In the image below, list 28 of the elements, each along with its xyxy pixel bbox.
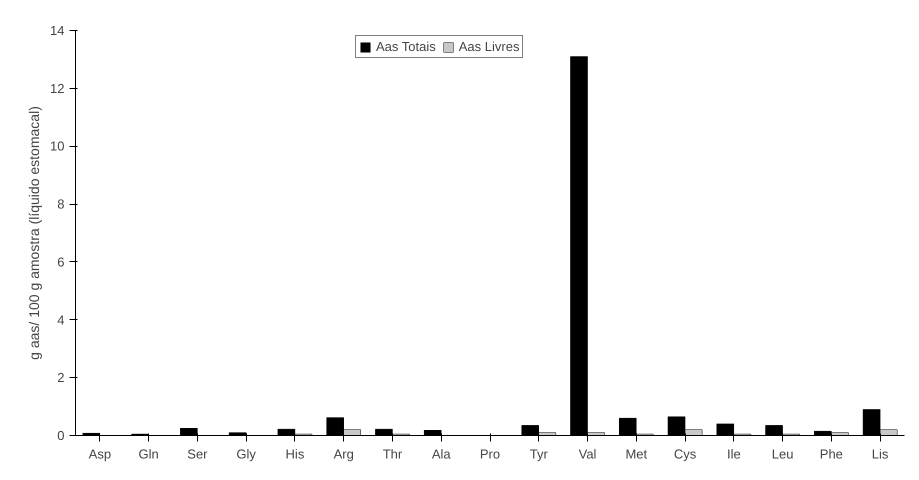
y-tick-label: 14 xyxy=(50,23,65,38)
x-tick-label: Leu xyxy=(772,446,794,462)
y-tick-label: 4 xyxy=(57,312,65,328)
x-tick-label: His xyxy=(286,446,305,462)
x-tick-label: Thr xyxy=(382,446,403,462)
x-tick-label: Ser xyxy=(187,446,208,462)
y-tick-label: 6 xyxy=(57,254,65,270)
x-tick-label: Lis xyxy=(872,446,889,462)
x-tick-label: Arg xyxy=(334,446,354,462)
x-tick-label: Ala xyxy=(432,446,452,462)
x-tick-label: Val xyxy=(578,446,597,462)
legend-label: Aas Livres xyxy=(458,39,520,54)
y-tick-label: 10 xyxy=(50,138,65,154)
x-tick-label: Cys xyxy=(674,446,697,462)
y-tick-label: 12 xyxy=(50,80,65,96)
x-tick-label: Ile xyxy=(726,446,741,462)
legend-label: Aas Totais xyxy=(376,39,436,54)
y-tick-label: 8 xyxy=(57,196,65,212)
x-tick-label: Phe xyxy=(820,446,843,462)
y-tick-label: 0 xyxy=(57,428,65,443)
x-tick-label: Gly xyxy=(236,446,256,462)
y-axis-title: g aas/ 100 g amostra (líquido estomacal) xyxy=(26,106,42,360)
y-tick-label: 2 xyxy=(57,370,65,386)
x-tick-label: Tyr xyxy=(530,446,548,462)
x-tick-label: Met xyxy=(625,446,648,462)
x-tick-label: Gln xyxy=(138,446,159,462)
x-tick-label: Pro xyxy=(480,446,500,462)
x-tick-label: Asp xyxy=(88,446,112,462)
